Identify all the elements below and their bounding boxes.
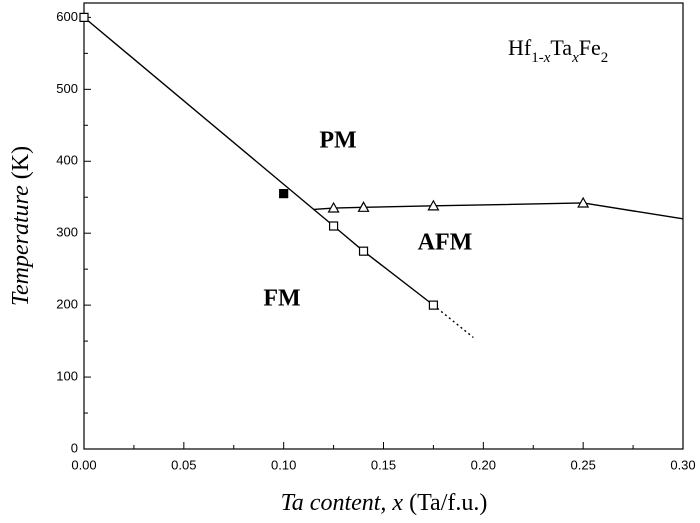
y-tick-label: 300 — [56, 225, 78, 240]
formula-part: 2 — [601, 50, 609, 66]
marker — [327, 201, 340, 213]
plot-frame — [83, 2, 684, 450]
x-tick-label: 0.00 — [71, 457, 96, 472]
series-line — [313, 202, 684, 220]
marker — [577, 196, 590, 208]
x-axis-label: Ta content, x (Ta/f.u.) — [281, 490, 488, 516]
x-tick-label: 0.25 — [571, 457, 596, 472]
x-axis-label-part: (Ta/f.u.) — [409, 490, 487, 516]
marker — [279, 189, 289, 199]
marker — [428, 300, 439, 310]
phase-label: AFM — [418, 230, 473, 256]
x-tick-label: 0.20 — [471, 457, 496, 472]
y-tick-label: 400 — [56, 153, 78, 168]
marker — [427, 199, 440, 211]
formula-part: x — [543, 50, 551, 66]
marker — [358, 246, 369, 256]
y-axis-label: Temperature (K) — [8, 146, 34, 306]
x-tick-label: 0.15 — [371, 457, 396, 472]
formula-part: x — [571, 50, 579, 66]
y-tick-label: 200 — [56, 297, 78, 312]
marker — [328, 221, 339, 231]
series-line — [83, 16, 434, 306]
phase-label: PM — [319, 128, 356, 154]
y-tick-label: 100 — [56, 369, 78, 384]
formula-part: Hf — [508, 35, 532, 60]
x-tick-label: 0.10 — [271, 457, 296, 472]
y-axis-label-part: Temperature — [8, 185, 34, 306]
marker — [79, 12, 89, 22]
formula-part: Fe — [579, 35, 601, 60]
formula-part: 1- — [531, 50, 544, 66]
y-tick-label: 0 — [71, 440, 78, 455]
x-tick-label: 0.30 — [670, 457, 695, 472]
series-line — [432, 304, 474, 339]
phase-label: FM — [263, 286, 300, 312]
marker — [357, 201, 370, 212]
x-axis-label-part: Ta content, x — [281, 490, 404, 516]
y-tick-label: 600 — [56, 9, 78, 24]
formula-part: Ta — [550, 35, 572, 60]
x-tick-label: 0.05 — [171, 457, 196, 472]
y-tick-label: 500 — [56, 81, 78, 96]
y-axis-label-part: (K) — [8, 146, 34, 179]
formula: Hf1-xTaxFe2 — [508, 35, 608, 66]
